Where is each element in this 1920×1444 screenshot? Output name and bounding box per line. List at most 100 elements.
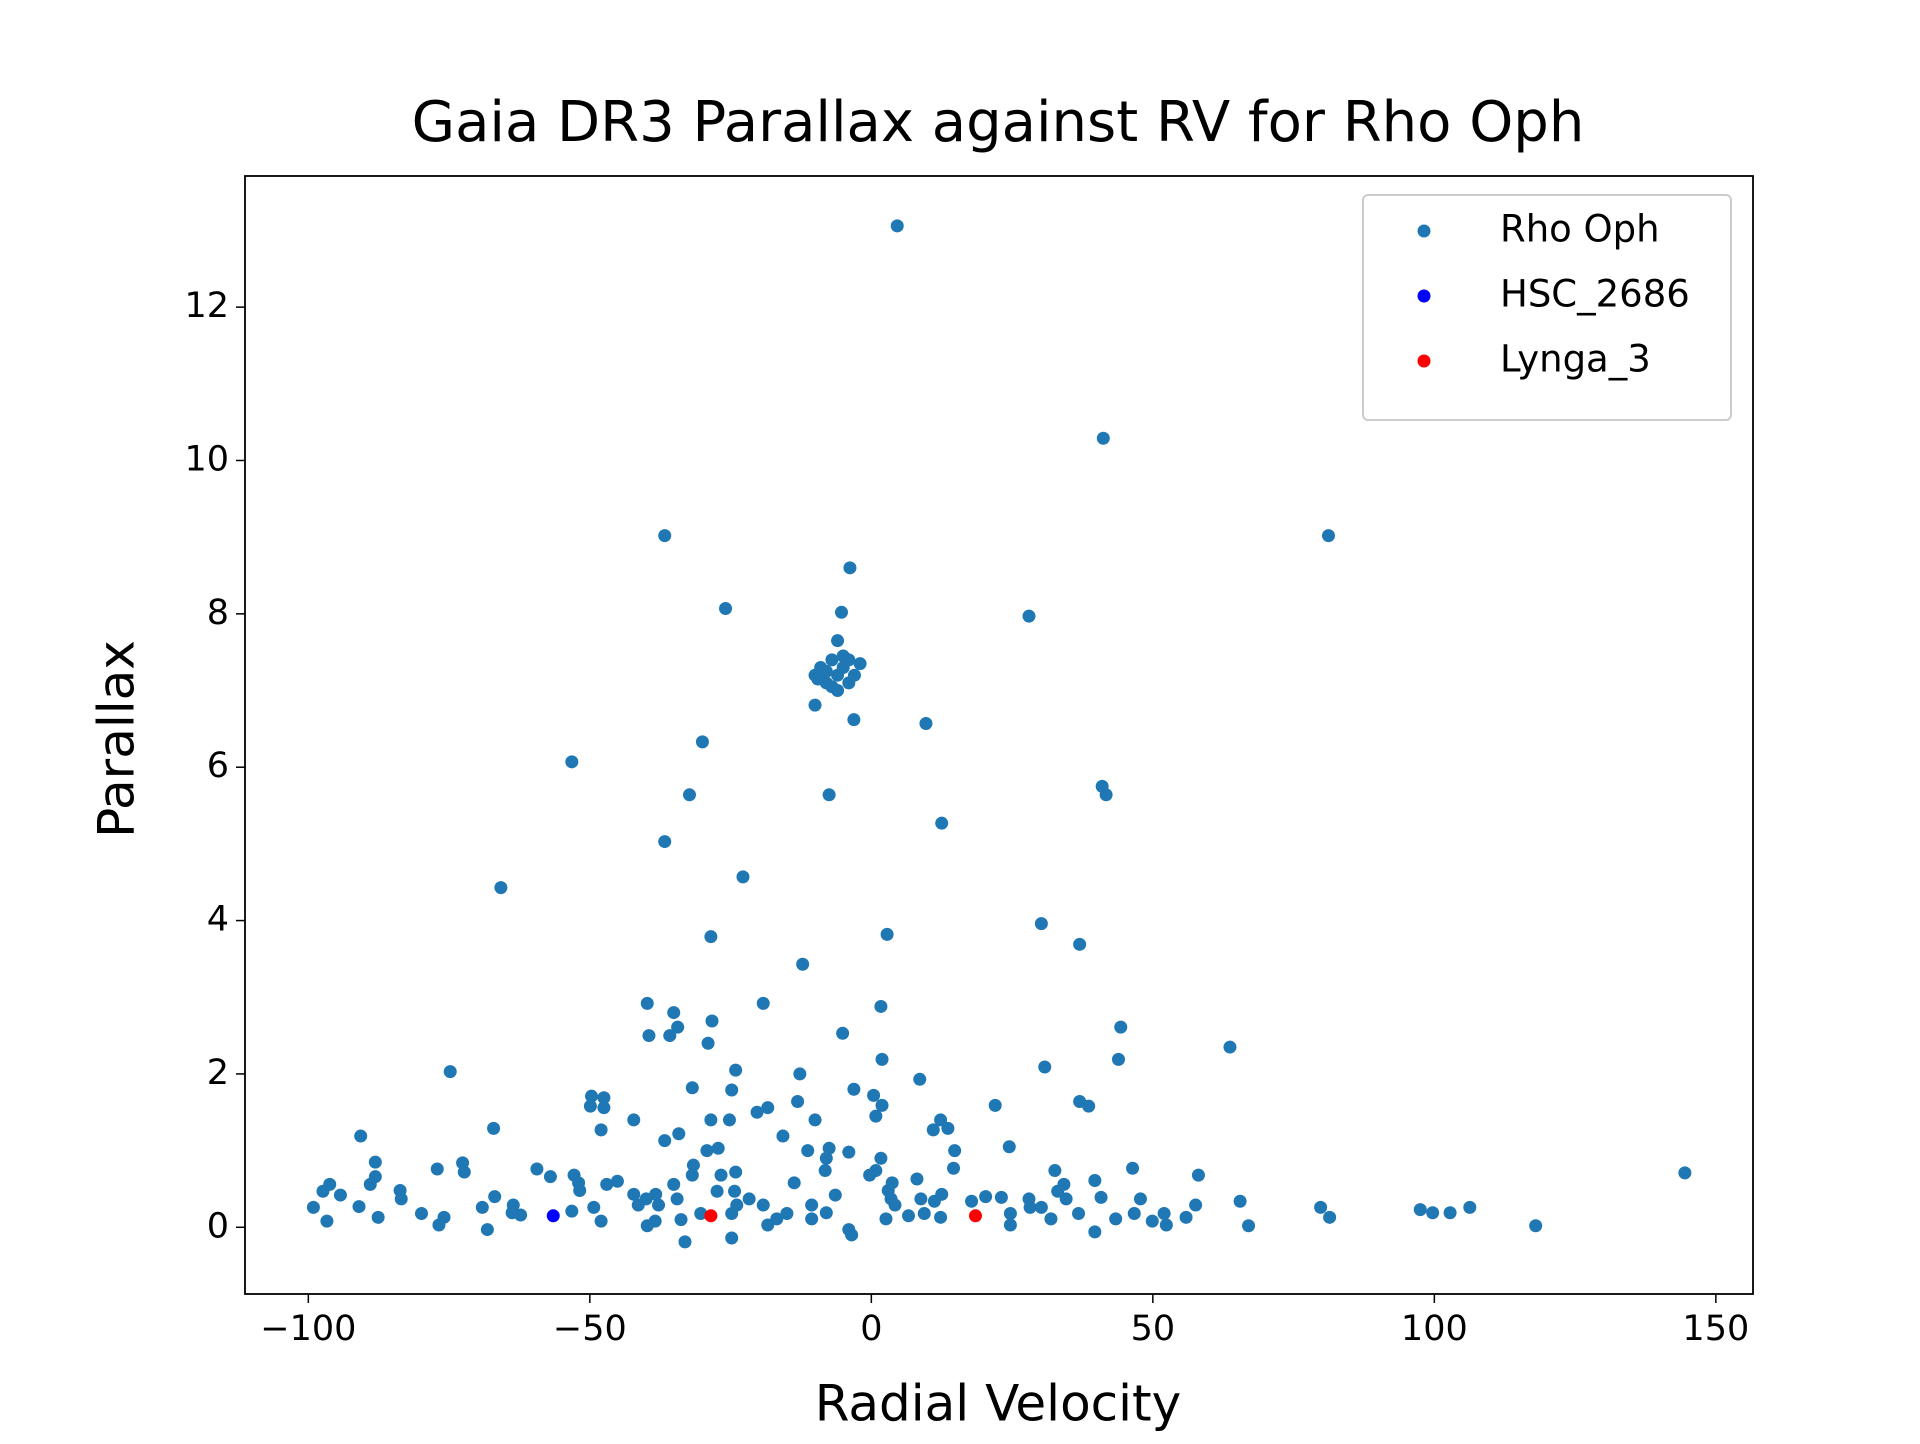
point [988,1098,1002,1112]
point [642,1029,656,1043]
point [1323,1210,1337,1224]
point [805,1212,819,1226]
point [1051,1184,1065,1198]
point [818,1164,832,1178]
point [828,1188,842,1202]
point [1022,609,1036,623]
legend-marker [1417,289,1431,303]
point [394,1192,408,1206]
point [1127,1206,1141,1220]
point [597,1091,611,1105]
point [363,1177,377,1191]
point [631,1198,645,1212]
point [670,1192,684,1206]
point [811,672,825,686]
point [835,605,849,619]
point [853,657,867,671]
point [694,1206,708,1220]
x-tick-label: 100 [1401,1309,1468,1349]
point [672,1127,686,1141]
point [640,996,654,1010]
chart-title: Gaia DR3 Parallax against RV for Rho Oph [412,90,1585,155]
point [1233,1194,1247,1208]
point [965,1194,979,1208]
point [725,1231,739,1245]
point [658,835,672,849]
point [1443,1206,1457,1220]
point [1529,1219,1543,1233]
y-tick-label: 6 [207,746,229,786]
point [874,999,888,1013]
point [700,1144,714,1158]
point [530,1162,544,1176]
point [710,1184,724,1198]
point [914,1192,928,1206]
point [1109,1212,1123,1226]
x-axis-label: Radial Velocity [815,1375,1181,1433]
point [704,1113,718,1127]
point [565,1204,579,1218]
point [1145,1214,1159,1228]
point [1002,1140,1016,1154]
point [610,1174,624,1188]
point [836,1026,850,1040]
point [1094,1190,1108,1204]
point [941,1121,955,1135]
point [780,1206,794,1220]
point [793,1067,807,1081]
legend-marker [1417,224,1431,238]
y-tick-label: 4 [207,900,229,940]
point [867,1088,881,1102]
x-tick-label: −50 [553,1309,627,1349]
point [822,788,836,802]
point [750,1105,764,1119]
point [875,1052,889,1066]
point [685,1081,699,1095]
point [543,1170,557,1184]
y-tick-label: 2 [207,1053,229,1093]
point [842,653,856,667]
point [822,1141,836,1155]
point [1413,1203,1427,1217]
point [968,1209,982,1223]
point [776,1129,790,1143]
x-tick-label: 50 [1131,1309,1176,1349]
point [627,1113,641,1127]
point [934,1113,948,1127]
point [927,1194,941,1208]
point [888,1198,902,1212]
point [1072,1206,1086,1220]
point [1048,1164,1062,1178]
point [796,957,810,971]
point [1111,1052,1125,1066]
point [1023,1200,1037,1214]
point [819,1206,833,1220]
point [1034,1200,1048,1214]
point [701,1036,715,1050]
point [565,755,579,769]
point [1044,1212,1058,1226]
point [685,1168,699,1182]
plot-frame [244,175,1754,1295]
point [947,1161,961,1175]
point [1003,1206,1017,1220]
point [1073,937,1087,951]
legend-marker [1417,354,1431,368]
point [494,881,508,895]
point [901,1209,915,1223]
point [652,1198,666,1212]
point [663,1029,677,1043]
point [1463,1200,1477,1214]
point [756,1198,770,1212]
point [756,996,770,1010]
point [475,1200,489,1214]
point [1678,1166,1692,1180]
point [736,870,750,884]
point [443,1065,457,1079]
point [994,1190,1008,1204]
y-tick-label: 8 [207,593,229,633]
point [704,930,718,944]
point [1114,1020,1128,1034]
point [432,1218,446,1232]
